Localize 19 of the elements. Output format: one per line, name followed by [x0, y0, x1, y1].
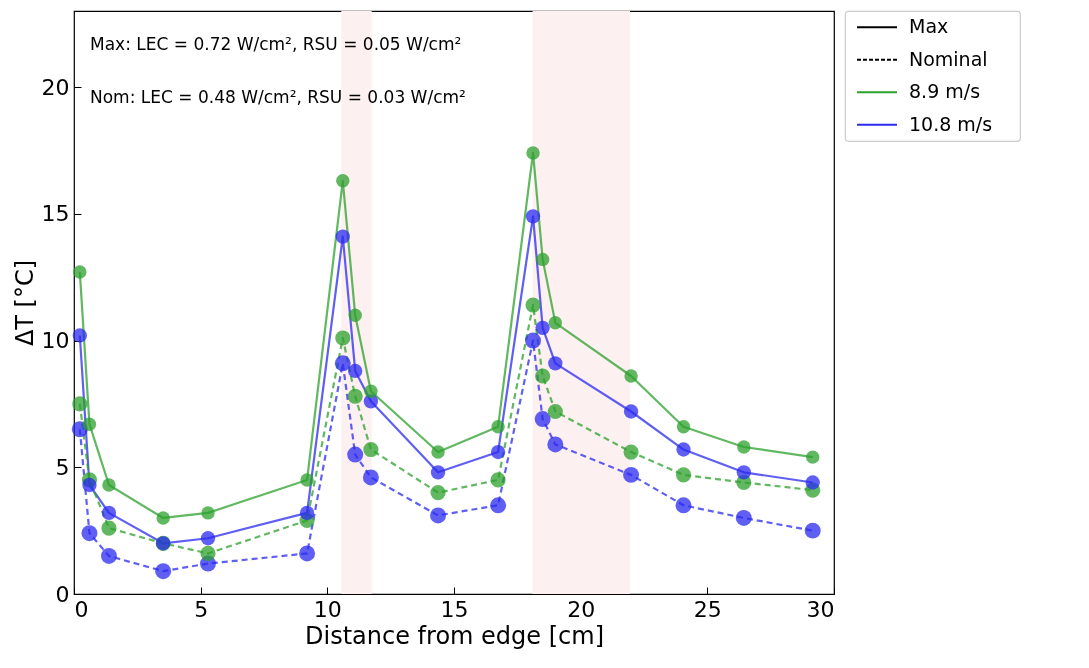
x-tick-label: 20: [567, 596, 596, 622]
x-tick-label: 25: [693, 596, 722, 622]
x-tick-label: 10: [313, 596, 342, 622]
legend-label: Max: [909, 15, 949, 38]
x-tick-label: 0: [74, 596, 89, 622]
y-tick-label: 10: [41, 328, 70, 354]
x-tick-label: 5: [194, 596, 209, 622]
y-axis-title: ΔT [°C]: [10, 259, 39, 347]
y-tick-label: 15: [41, 201, 70, 227]
legend-label: 8.9 m/s: [909, 80, 981, 103]
x-axis-title: Distance from edge [cm]: [305, 621, 604, 650]
y-tick-label: 20: [41, 74, 70, 100]
x-tick-label: 15: [440, 596, 469, 622]
legend-label: Nominal: [909, 47, 988, 70]
annotation: Max: LEC = 0.72 W/cm², RSU = 0.05 W/cm²: [90, 34, 462, 54]
x-tick-label: 30: [806, 596, 835, 622]
legend-label: 10.8 m/s: [909, 112, 993, 135]
annotation: Nom: LEC = 0.48 W/cm², RSU = 0.03 W/cm²: [90, 87, 466, 107]
y-tick-label: 5: [55, 454, 70, 480]
